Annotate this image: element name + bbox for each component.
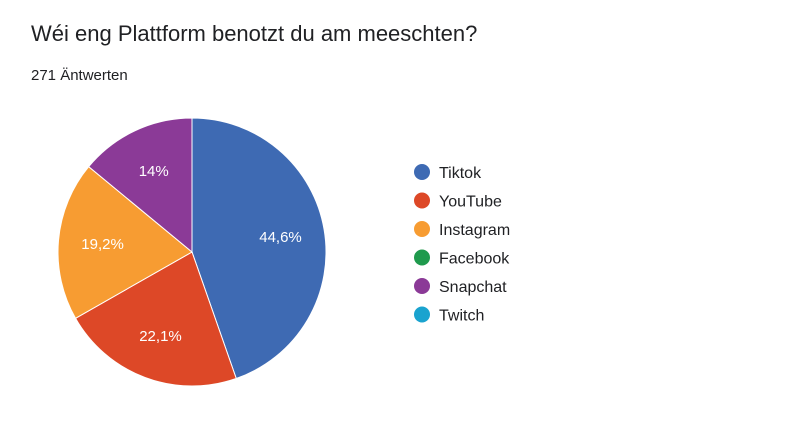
- legend-marker-instagram: [414, 221, 430, 237]
- legend-label-twitch: Twitch: [439, 308, 484, 325]
- legend-label-tiktok: Tiktok: [439, 165, 482, 182]
- pie-slice-tiktok: [191, 117, 327, 380]
- legend-marker-snapchat: [414, 278, 430, 294]
- chart-legend: Tiktok YouTube Instagram Facebook Snapchat Tw…: [414, 164, 510, 325]
- response-count: 271 Äntwerten: [31, 67, 128, 84]
- legend-marker-youtube: [414, 192, 430, 209]
- legend-label-facebook: Facebook: [439, 251, 510, 268]
- legend-label-youtube: YouTube: [439, 194, 502, 211]
- legend-marker-twitch: [414, 306, 430, 323]
- slice-label-instagram: 19,2%: [81, 236, 124, 253]
- slice-label-snapchat: 14%: [139, 163, 169, 180]
- chart-title: Wéi eng Plattform benotzt du am meeschte…: [31, 21, 478, 46]
- legend-label-instagram: Instagram: [439, 222, 510, 239]
- pie-slice-labels: 44,6% 22,1% 19,2% 14%: [81, 163, 302, 345]
- pie-slice-instagram: [57, 165, 193, 319]
- pie-slice-youtube: [74, 251, 237, 387]
- legend-label-snapchat: Snapchat: [439, 279, 507, 296]
- legend-marker-tiktok: [414, 164, 430, 180]
- pie-slice-snapchat: [87, 117, 193, 254]
- legend-marker-facebook: [414, 249, 430, 266]
- pie-slices: [57, 117, 327, 387]
- slice-label-youtube: 22,1%: [139, 328, 182, 345]
- slice-label-tiktok: 44,6%: [259, 229, 302, 246]
